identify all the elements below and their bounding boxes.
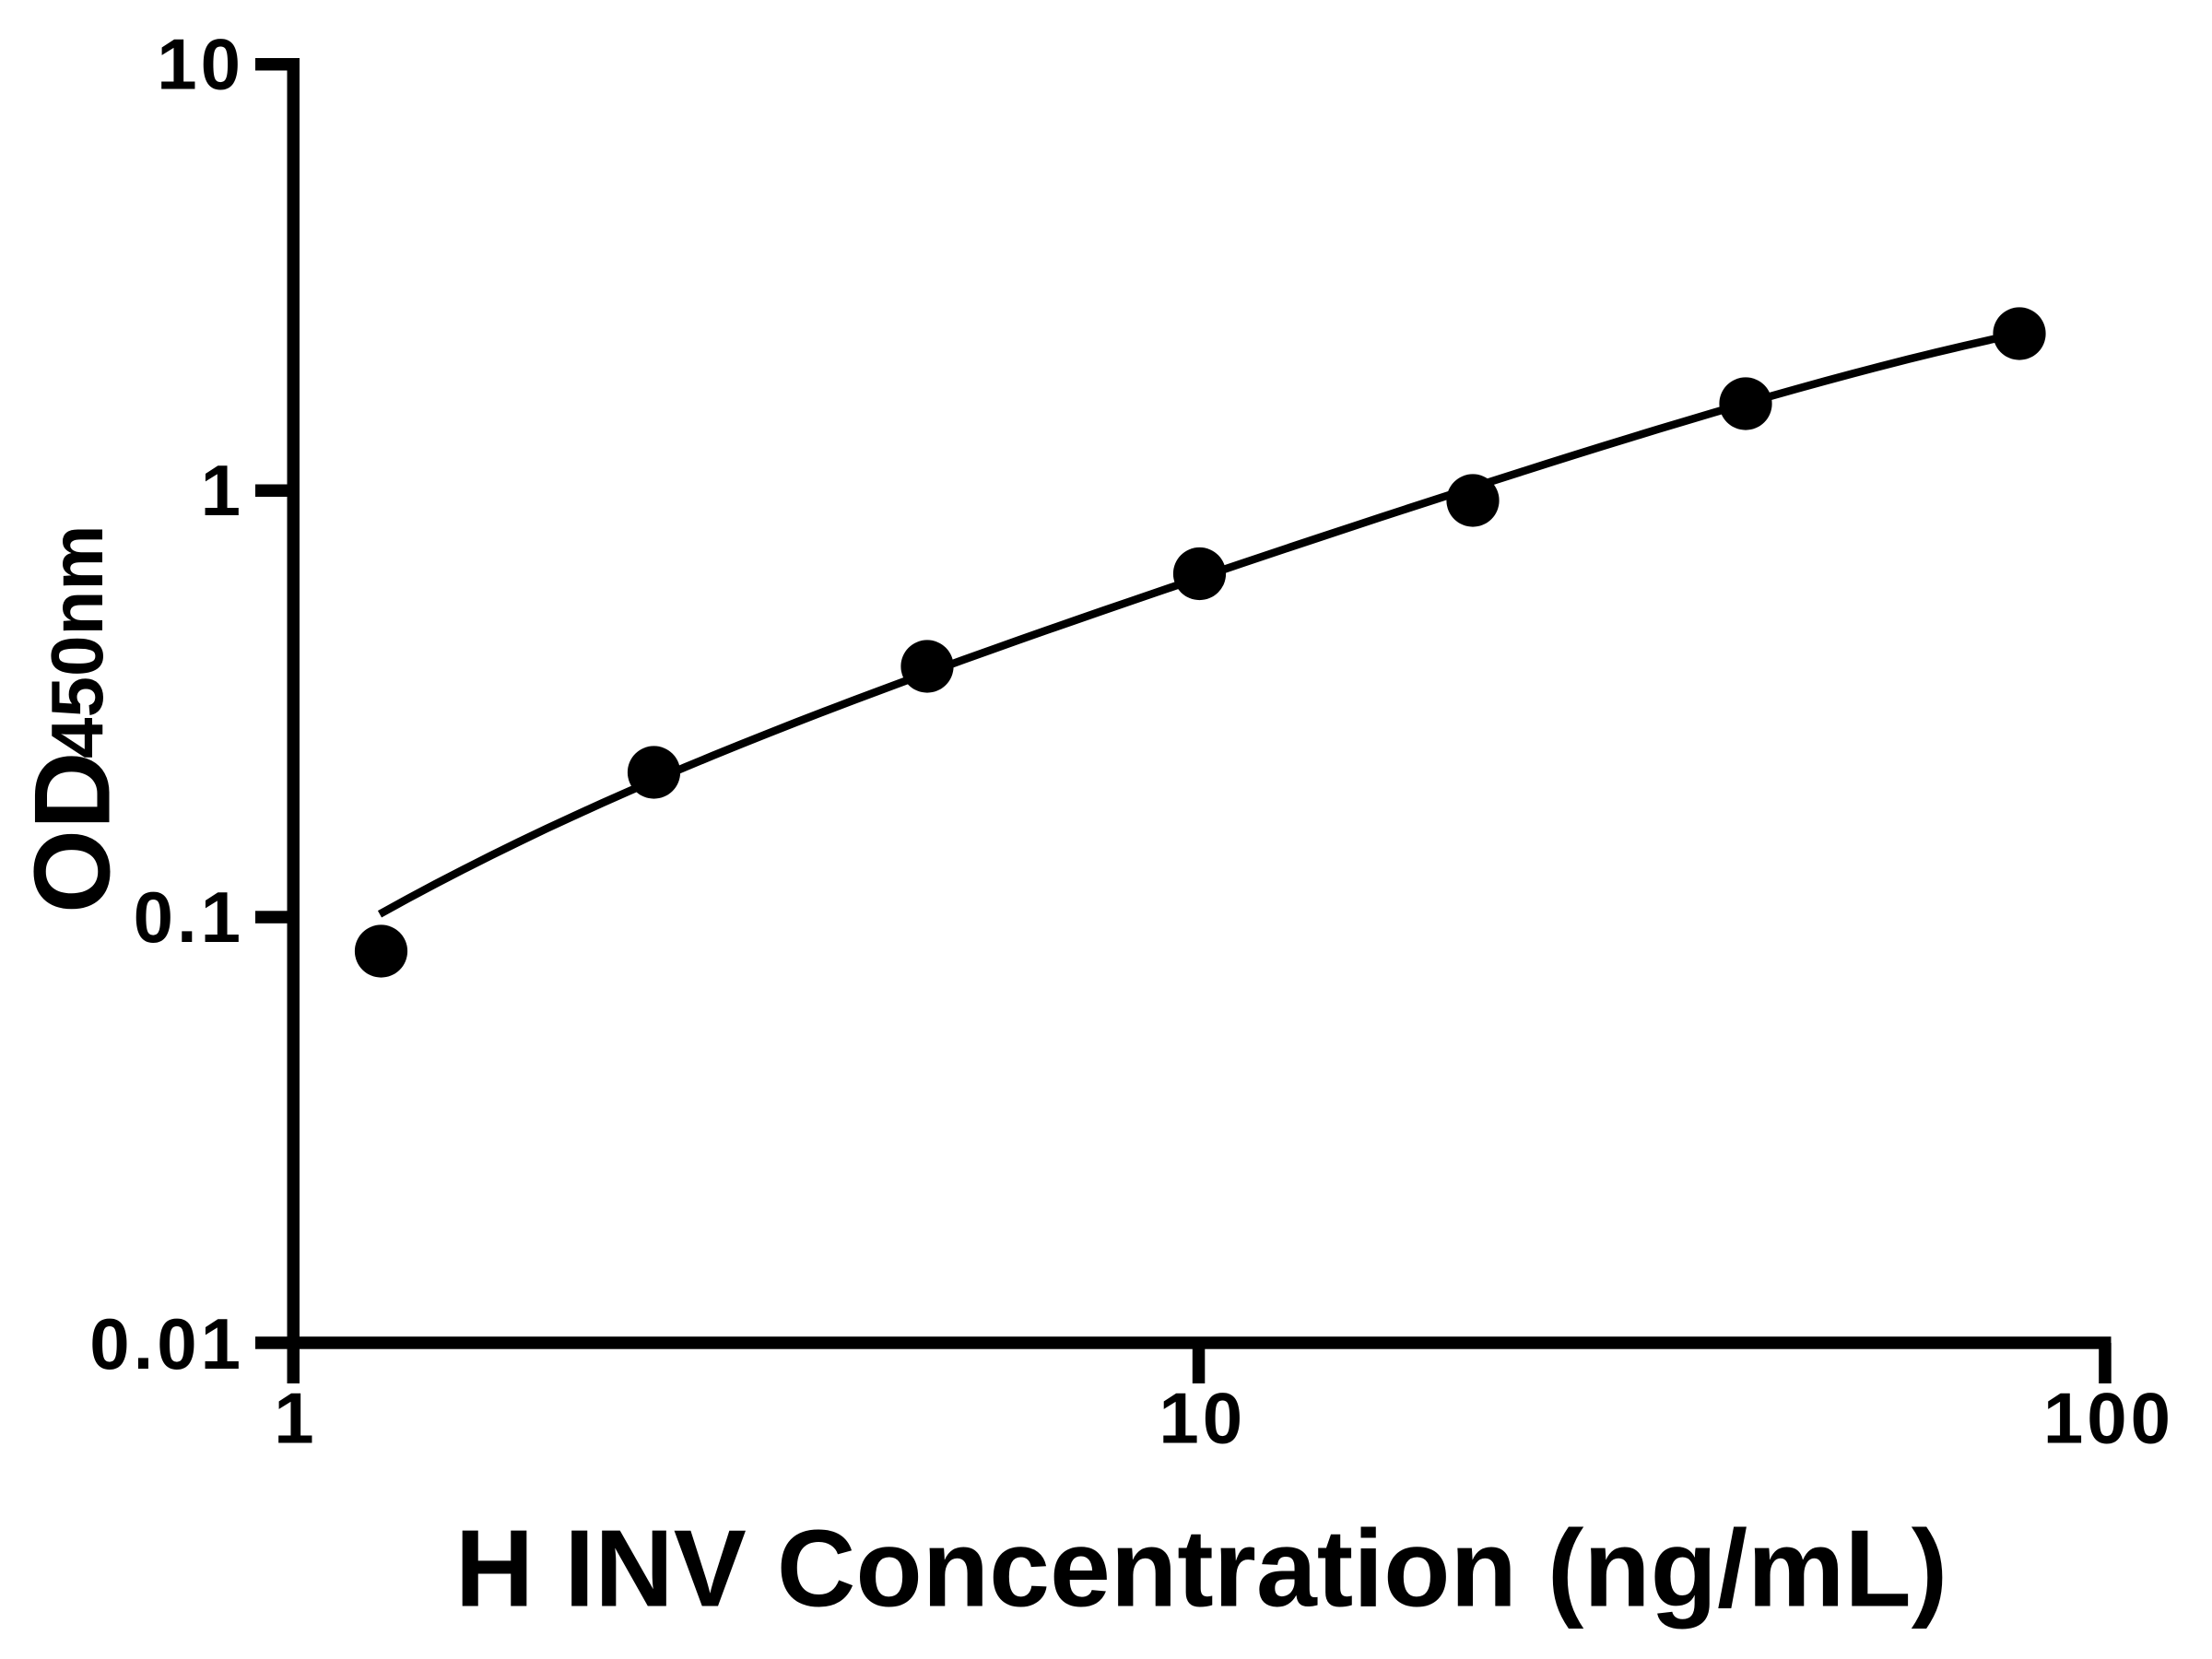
svg-text:10: 10 [157,23,244,104]
svg-text:OD: OD [12,752,133,914]
svg-text:10: 10 [1159,1378,1246,1459]
svg-text:H INV Concentration (ng/mL): H INV Concentration (ng/mL) [455,1509,1947,1630]
svg-text:450nm: 450nm [36,525,118,759]
svg-text:0.01: 0.01 [89,1303,244,1384]
svg-text:1: 1 [201,450,244,531]
svg-text:1: 1 [274,1378,317,1459]
svg-text:100: 100 [2043,1378,2174,1459]
svg-text:0.1: 0.1 [134,877,244,958]
